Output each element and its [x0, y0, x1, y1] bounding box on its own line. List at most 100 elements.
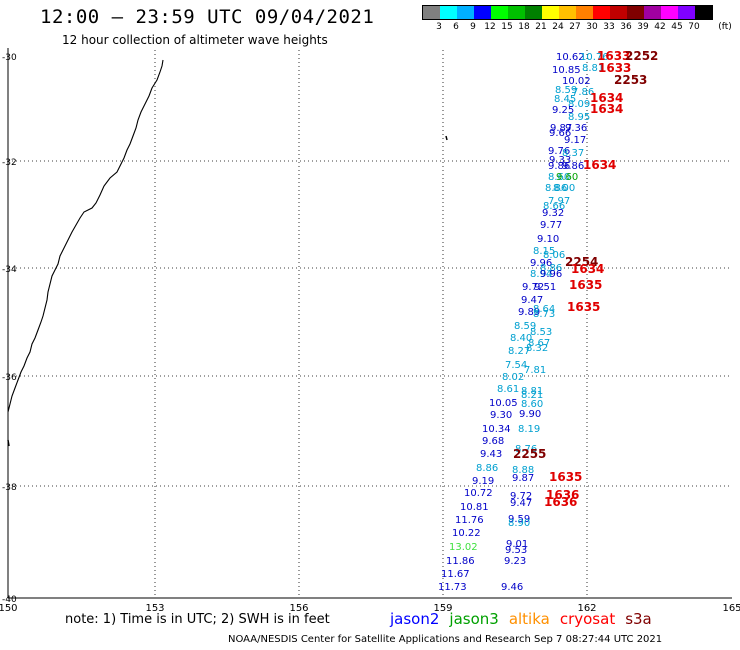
pass-time-label: 2255: [513, 447, 546, 461]
footer-note: note: 1) Time is in UTC; 2) SWH is in fe…: [65, 612, 330, 627]
wave-height-value: 8.32: [526, 343, 548, 354]
pass-time-label: 2252: [625, 49, 658, 63]
legend-swatch: [593, 6, 610, 19]
longitude-label: 156: [289, 603, 308, 614]
wave-height-value: 9.19: [472, 476, 494, 487]
wave-height-value: 8.61: [497, 384, 519, 395]
wave-height-value: 9.51: [534, 282, 556, 293]
legend-swatch: [610, 6, 627, 19]
latitude-label: -30: [2, 53, 17, 63]
island-marker: [445, 135, 448, 141]
wave-height-value: 11.76: [455, 515, 484, 526]
coastline-fragment: [7, 439, 10, 447]
longitude-label: 159: [433, 603, 452, 614]
wave-height-value: 9.76: [548, 146, 570, 157]
wave-height-value: 8.86: [545, 183, 567, 194]
legend-swatch: [457, 6, 474, 19]
wave-height-value: 9.43: [480, 449, 502, 460]
pass-time-label: 1633: [598, 61, 631, 75]
wave-height-value: 8.02: [502, 372, 524, 383]
legend-swatch: [644, 6, 661, 19]
legend-swatch: [508, 6, 525, 19]
wave-height-value: 10.34: [482, 424, 511, 435]
wave-height-value: 8.81: [521, 386, 543, 397]
wave-height-value: 9.36: [565, 123, 587, 134]
wave-height-value: 8.88: [512, 465, 534, 476]
longitude-label: 162: [577, 603, 596, 614]
legend-unit: (ft): [718, 22, 732, 32]
wave-height-value: 8.81: [582, 63, 604, 74]
legend-swatch: [440, 6, 457, 19]
wave-height-value: 9.47: [510, 498, 532, 509]
wave-height-value: 8.90: [508, 518, 530, 529]
wave-height-value: 8.40: [510, 333, 532, 344]
legend-label: 36: [620, 22, 632, 32]
wave-height-value: 8.06: [543, 250, 565, 261]
wave-height-value: 7.54: [505, 360, 527, 371]
wave-height-value: 9.68: [482, 436, 504, 447]
pass-time-label: 1633: [597, 49, 630, 63]
latitude-label: -38: [2, 483, 17, 493]
legend-swatch: [542, 6, 559, 19]
wave-height-value: 9.47: [521, 295, 543, 306]
wave-height-value: 11.67: [441, 569, 470, 580]
legend-label: 9: [470, 22, 476, 32]
wave-height-value: 8.21: [521, 390, 543, 401]
wave-height-value: 9.87: [550, 123, 572, 134]
mission-cryosat: cryosat: [559, 610, 616, 628]
legend-label: 21: [535, 22, 547, 32]
wave-height-value: 9.66: [549, 128, 571, 139]
longitude-label: 150: [0, 603, 18, 614]
wave-height-value: 9.46: [501, 582, 523, 593]
latitude-label: -34: [2, 265, 17, 275]
map-subtitle: 12 hour collection of altimeter wave hei…: [62, 33, 328, 47]
wave-height-value: 8.15: [533, 246, 555, 257]
wave-height-value: 9.23: [504, 556, 526, 567]
wave-height-value: 9.90: [519, 409, 541, 420]
wave-height-value: 8.86: [476, 463, 498, 474]
latitude-label: -32: [2, 158, 17, 168]
latitude-label: -36: [2, 373, 17, 383]
map-frame: [7, 48, 732, 599]
color-scale-labels: 3 6 9 12 15 18 21 24 27 30 33 36 39 42 45 70 (ft): [422, 22, 732, 34]
map-title: 12:00 – 23:59 UTC 09/04/2021: [40, 6, 375, 28]
wave-height-value: 8.53: [530, 327, 552, 338]
wave-height-value: 10.05: [489, 398, 518, 409]
wave-height-value: 9.86: [548, 161, 570, 172]
wave-height-value: 8.19: [518, 424, 540, 435]
wave-height-value: 8.95: [568, 112, 590, 123]
wave-height-value: 10.22: [452, 528, 481, 539]
wave-height-value: 8.00: [553, 183, 575, 194]
pass-time-label: 1634: [571, 262, 604, 276]
legend-label: 33: [603, 22, 615, 32]
wave-height-value: 10.76: [580, 52, 609, 63]
legend-label: 45: [671, 22, 683, 32]
wave-height-value: 8.76: [515, 444, 537, 455]
wave-height-value: 8.67: [528, 338, 550, 349]
graticule: [8, 50, 732, 598]
legend-label: 39: [637, 22, 649, 32]
mission-s3a: s3a: [625, 610, 652, 628]
wave-height-value: 10.72: [464, 488, 493, 499]
legend-swatch: [423, 6, 440, 19]
wave-height-value: 8.09: [568, 99, 590, 110]
legend-swatch: [627, 6, 644, 19]
legend-label: 42: [654, 22, 666, 32]
coastline: [7, 59, 164, 413]
wave-height-value: 7.86: [572, 87, 594, 98]
wave-height-value: 9.96: [530, 258, 552, 269]
legend-swatch: [576, 6, 593, 19]
wave-height-value: 9.33: [549, 155, 571, 166]
wave-height-value: 8.45: [554, 94, 576, 105]
wave-height-value: 9.77: [540, 220, 562, 231]
legend-label: 27: [569, 22, 581, 32]
mission-jason2: jason2: [390, 610, 440, 628]
legend-swatch: [695, 6, 712, 19]
wave-height-value: 9.30: [490, 410, 512, 421]
longitude-labels: 150 153 156 159 162 165: [0, 603, 740, 614]
wave-height-value: 11.73: [438, 582, 467, 593]
wave-height-value: 10.85: [552, 65, 581, 76]
wave-height-value: 10.62: [556, 52, 585, 63]
wave-height-value: 8.60: [521, 399, 543, 410]
